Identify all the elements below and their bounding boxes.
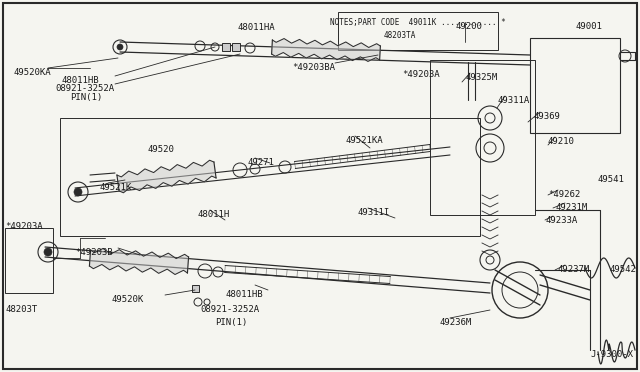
Text: 49311A: 49311A [498, 96, 531, 105]
Text: 49210: 49210 [548, 137, 575, 146]
Text: 48011H: 48011H [198, 210, 230, 219]
Text: 49521K: 49521K [100, 183, 132, 192]
Text: PIN(1): PIN(1) [70, 93, 102, 102]
Text: 49521KA: 49521KA [345, 136, 383, 145]
Bar [5, 228, 53, 293]
Text: *49203A: *49203A [402, 70, 440, 79]
Text: 49231M: 49231M [556, 203, 588, 212]
Text: PIN(1): PIN(1) [215, 318, 247, 327]
Bar [192, 285, 199, 292]
Polygon shape [117, 160, 216, 193]
Text: 49520K: 49520K [112, 295, 144, 304]
Polygon shape [90, 248, 189, 275]
Text: 49520KA: 49520KA [13, 68, 51, 77]
Bar [430, 60, 535, 215]
Text: J-9300-X: J-9300-X [590, 350, 633, 359]
Text: 48011HB: 48011HB [62, 76, 100, 85]
Text: 49541: 49541 [598, 175, 625, 184]
Bar [60, 118, 480, 236]
Text: 49236M: 49236M [440, 318, 472, 327]
Text: 48203T: 48203T [5, 305, 37, 314]
Circle shape [44, 248, 52, 256]
Text: 48011HA: 48011HA [238, 23, 276, 32]
Text: 49311I: 49311I [358, 208, 390, 217]
Text: *49262: *49262 [548, 190, 580, 199]
Text: NOTES;PART CODE  49011K ............ *: NOTES;PART CODE 49011K ............ * [330, 17, 506, 26]
Text: 49237M: 49237M [558, 265, 590, 274]
Circle shape [74, 188, 82, 196]
Text: 49542: 49542 [610, 265, 637, 274]
Text: 08921-3252A: 08921-3252A [200, 305, 259, 314]
Text: 49369: 49369 [533, 112, 560, 121]
Text: 49271: 49271 [248, 158, 275, 167]
Text: *49203A: *49203A [5, 222, 43, 231]
Text: 48011HB: 48011HB [225, 290, 262, 299]
Text: 49325M: 49325M [466, 73, 499, 82]
Bar [530, 38, 620, 133]
Text: 08921-3252A: 08921-3252A [55, 84, 114, 93]
Text: *49203BA: *49203BA [292, 63, 335, 72]
Text: 49233A: 49233A [545, 216, 577, 225]
Bar [232, 43, 240, 51]
Circle shape [117, 44, 123, 50]
Text: 49001: 49001 [575, 22, 602, 31]
Text: *49203B: *49203B [75, 248, 113, 257]
Polygon shape [271, 39, 380, 61]
Bar [222, 43, 230, 51]
Bar [338, 12, 498, 50]
Text: 49520: 49520 [148, 145, 175, 154]
Text: 49200: 49200 [455, 22, 482, 31]
Text: 48203TA: 48203TA [384, 31, 416, 39]
